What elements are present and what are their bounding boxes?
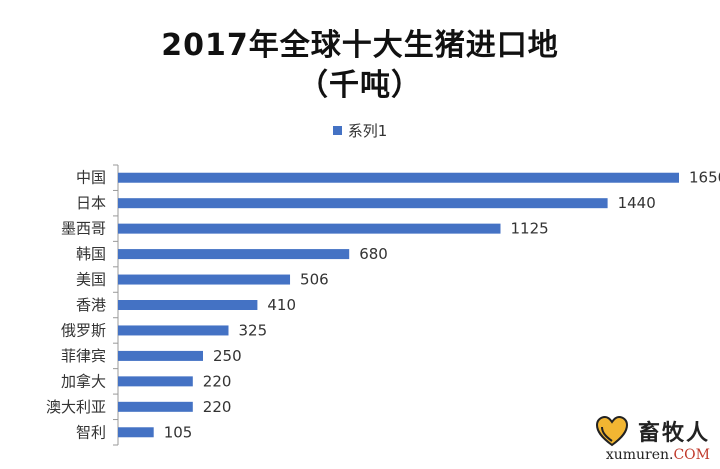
data-label: 325 [239, 321, 268, 339]
data-label: 220 [203, 398, 232, 416]
data-label: 410 [267, 296, 296, 314]
bar [118, 249, 350, 260]
bar [118, 401, 193, 412]
bar [118, 300, 258, 310]
data-label: 1125 [511, 220, 549, 238]
watermark-url: xumuren.COM [605, 447, 710, 463]
data-label: 250 [213, 347, 242, 365]
category-label: 韩国 [76, 245, 106, 263]
category-label: 加拿大 [61, 372, 106, 390]
category-label: 智利 [76, 423, 106, 441]
category-label: 香港 [76, 296, 106, 314]
watermark: 畜牧人 xumuren.COM [595, 415, 710, 463]
bar [118, 274, 291, 285]
category-label: 菲律宾 [61, 347, 106, 365]
bar [118, 376, 193, 387]
category-label: 中国 [76, 169, 106, 187]
data-label: 506 [300, 271, 329, 289]
category-label: 美国 [76, 271, 106, 289]
legend-swatch [332, 126, 342, 135]
chart-title: 2017年全球十大生猪进口地 [161, 28, 559, 63]
watermark-text: 畜牧人 xumuren.COM [606, 415, 710, 463]
bar [118, 172, 679, 183]
watermark-name: 畜牧人 [637, 421, 710, 446]
data-label: 680 [359, 245, 388, 263]
legend: 系列1 [0, 120, 720, 141]
data-label: 1440 [618, 194, 656, 212]
legend-label: 系列1 [347, 122, 388, 140]
data-label: 1650 [689, 169, 720, 187]
category-label: 墨西哥 [61, 220, 106, 238]
category-label: 日本 [76, 194, 106, 212]
bar [118, 427, 154, 438]
category-label: 澳大利亚 [46, 398, 106, 416]
bar [118, 350, 203, 361]
bar [118, 223, 501, 234]
data-label: 105 [164, 423, 193, 441]
bar [118, 325, 229, 336]
data-label: 220 [203, 372, 232, 390]
category-label: 俄罗斯 [61, 321, 106, 339]
bar [118, 198, 608, 209]
chart-subtitle: （千吨） [298, 68, 422, 103]
